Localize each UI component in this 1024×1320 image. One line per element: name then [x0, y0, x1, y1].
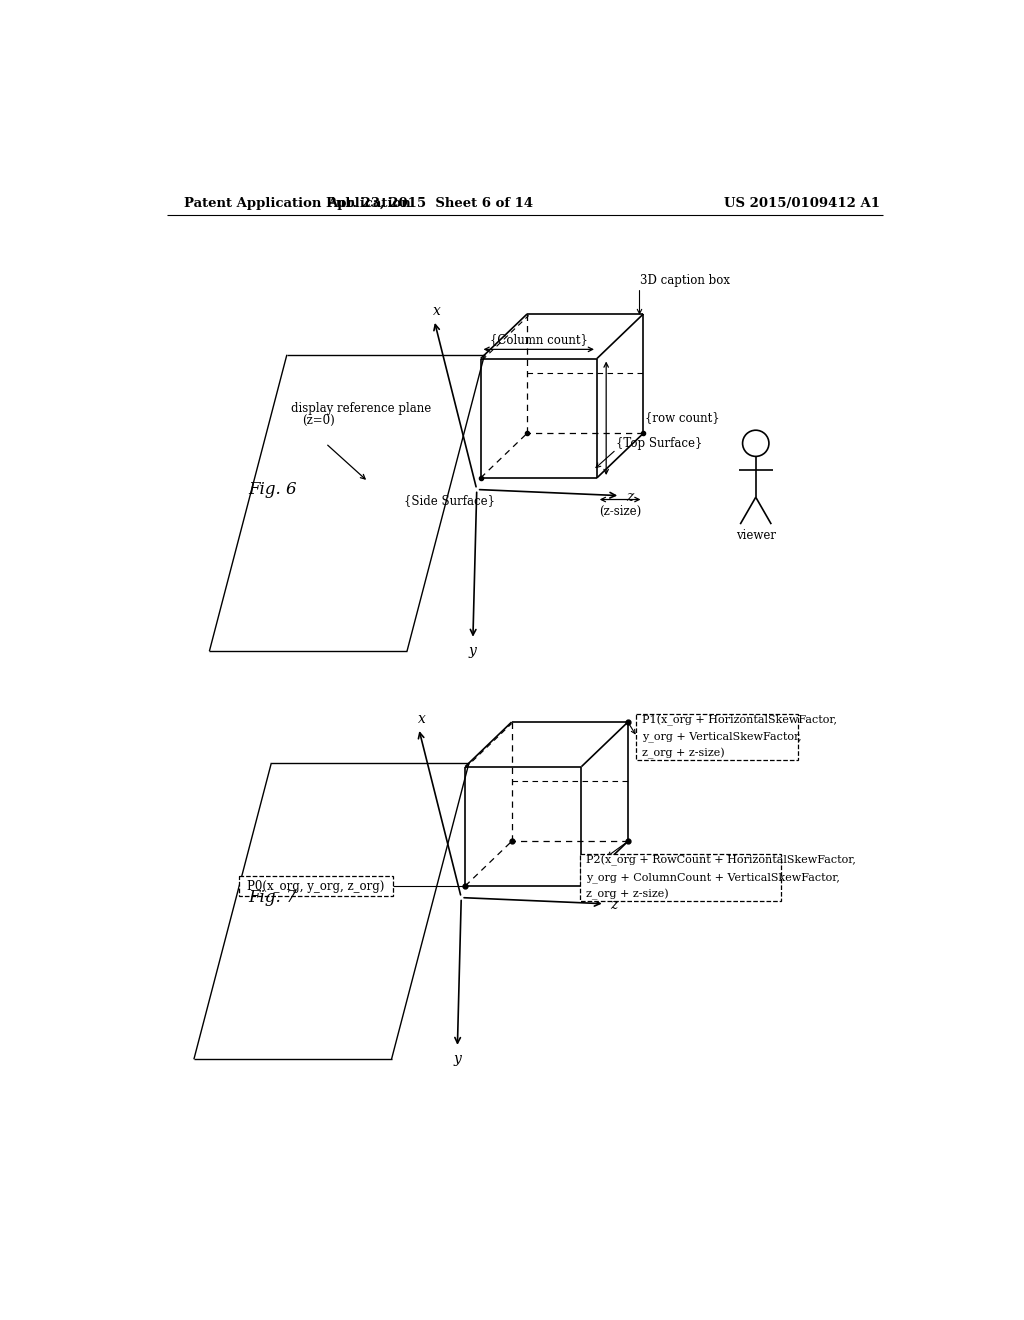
Text: {Column count}: {Column count}: [489, 334, 588, 347]
Text: x: x: [418, 711, 426, 726]
Text: z: z: [610, 899, 617, 912]
Text: y: y: [454, 1052, 462, 1067]
FancyBboxPatch shape: [636, 714, 798, 760]
Text: display reference plane: display reference plane: [291, 403, 431, 416]
Text: (z-size): (z-size): [599, 506, 641, 519]
FancyBboxPatch shape: [580, 854, 780, 902]
Text: {Side Surface}: {Side Surface}: [404, 495, 496, 508]
Text: (z=0): (z=0): [302, 413, 335, 426]
FancyBboxPatch shape: [239, 876, 393, 896]
Text: Fig. 7: Fig. 7: [248, 890, 297, 906]
Text: viewer: viewer: [736, 529, 776, 543]
Text: y: y: [469, 644, 477, 659]
Text: x: x: [433, 304, 441, 318]
Text: {row count}: {row count}: [645, 412, 720, 425]
Text: 3D caption box: 3D caption box: [640, 273, 729, 286]
Text: P1(x_org + HorizontalSkewFactor,
y_org + VerticalSkewFactor,
z_org + z-size): P1(x_org + HorizontalSkewFactor, y_org +…: [642, 714, 837, 759]
Text: {Top Surface}: {Top Surface}: [616, 437, 702, 450]
Text: z: z: [626, 490, 633, 504]
Text: US 2015/0109412 A1: US 2015/0109412 A1: [724, 197, 881, 210]
Text: Fig. 6: Fig. 6: [248, 480, 297, 498]
Text: P2(x_org + RowCount + HorizontalSkewFactor,
y_org + ColumnCount + VerticalSkewFa: P2(x_org + RowCount + HorizontalSkewFact…: [586, 855, 856, 900]
Text: Apr. 23, 2015  Sheet 6 of 14: Apr. 23, 2015 Sheet 6 of 14: [328, 197, 534, 210]
Text: P0(x_org, y_org, z_org): P0(x_org, y_org, z_org): [247, 879, 385, 892]
Text: Patent Application Publication: Patent Application Publication: [183, 197, 411, 210]
